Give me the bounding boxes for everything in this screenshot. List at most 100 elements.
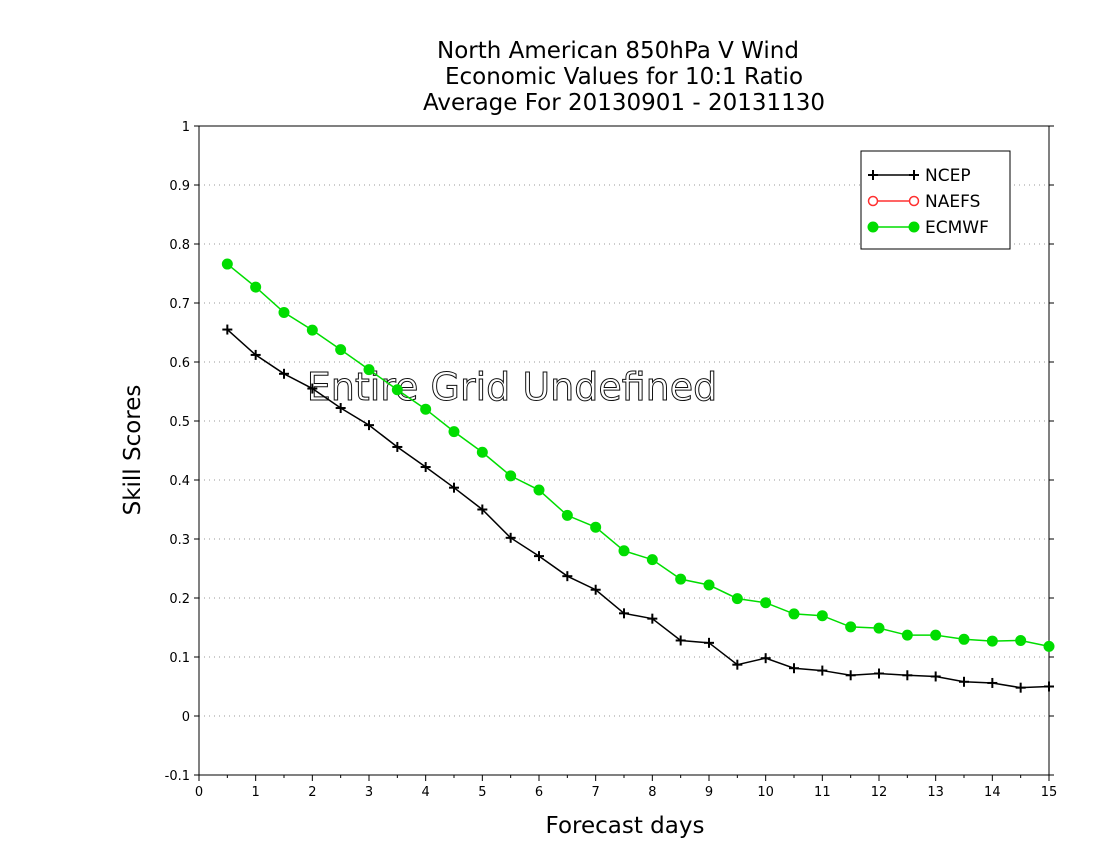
y-tick-label: 0.5 [169,415,190,430]
chart-title-line-3: Average For 20130901 - 20131130 [423,90,825,116]
data-point [505,532,516,543]
data-point [420,403,432,415]
data-point [986,635,998,647]
data-point [845,621,857,633]
legend: NCEP NAEFS ECMWF [860,150,1011,250]
legend-item-naefs: NAEFS [867,192,980,212]
data-point [306,324,318,336]
y-tick-label: 1 [182,120,190,135]
data-point [930,629,942,641]
legend-label: ECMWF [925,218,989,238]
data-point [760,653,771,664]
x-tick-label: 11 [814,785,831,800]
legend-marker [909,170,919,180]
legend-items: NCEP NAEFS ECMWF [867,166,989,238]
data-point [477,504,488,515]
data-point [534,551,544,562]
data-point [1044,681,1054,692]
data-point [391,384,403,396]
chart-title: North American 850hPa V Wind Economic Va… [423,38,825,116]
legend-marker [868,170,878,180]
x-tick-label: 8 [648,785,656,800]
x-tick-label: 5 [478,785,486,800]
chart-annotation: Entire Grid Undefined [307,365,718,409]
data-point [817,665,828,676]
y-tick-label: 0.4 [169,474,190,489]
y-tick-label: 0.8 [169,238,190,253]
data-point [363,364,375,376]
data-point [959,676,969,687]
x-tick-label: 9 [705,785,713,800]
data-point [505,470,517,482]
data-point [590,521,602,533]
y-tick-label: 0.1 [169,651,190,666]
x-tick-label: 13 [927,785,944,800]
series-line [226,263,1050,648]
data-point [1015,682,1026,693]
data-point [874,668,884,679]
x-axis-ticks: 0 1 2 3 4 5 6 7 8 9 10 11 12 13 14 15 [195,775,1057,800]
data-point [646,554,658,566]
series-ecmwf [221,258,1055,652]
legend-item-ncep: NCEP [868,166,971,186]
data-point [562,571,573,582]
data-point [618,545,630,557]
data-point [958,633,970,645]
y-tick-label: 0.6 [169,356,190,371]
data-point [279,368,289,379]
gridlines [199,184,1049,717]
legend-label: NAEFS [925,192,980,212]
chart-title-line-2: Economic Values for 10:1 Ratio [445,64,803,90]
data-point [221,258,233,270]
data-point [788,608,800,620]
data-point [222,324,233,335]
legend-label: NCEP [925,166,971,186]
data-point [420,462,431,473]
y-tick-label: 0.3 [169,533,190,548]
data-point [675,573,687,585]
x-tick-label: 1 [252,785,260,800]
chart-title-line-1: North American 850hPa V Wind [437,38,799,64]
x-axis-label: Forecast days [546,813,705,839]
data-point [732,659,743,670]
y-tick-label: 0.7 [169,297,190,312]
legend-marker [908,195,920,207]
x-tick-label: 6 [535,785,543,800]
series-ncep [222,324,1054,693]
data-point [335,344,347,356]
legend-marker [867,195,879,207]
legend-box [860,150,1011,250]
data-point [449,482,459,493]
data-point [675,635,686,646]
data-point [1043,640,1055,652]
data-point [901,629,913,641]
data-point [987,677,998,688]
data-point [816,610,828,622]
x-tick-label: 14 [984,785,1001,800]
data-point [845,670,856,681]
data-point [930,671,941,682]
data-point [760,597,772,609]
data-point [278,306,290,318]
data-point [335,403,346,414]
data-point [902,670,913,681]
series [221,258,1055,693]
data-point [647,613,658,624]
x-tick-label: 15 [1041,785,1058,800]
data-point [364,420,374,431]
y-tick-label: 0.9 [169,179,190,194]
data-point [1015,634,1027,646]
data-point [250,281,262,293]
data-point [590,584,601,595]
x-tick-label: 12 [871,785,888,800]
data-point [704,637,714,648]
x-tick-label: 3 [365,785,373,800]
y-tick-label: -0.1 [165,769,190,784]
x-tick-label: 7 [592,785,600,800]
data-point [307,383,318,394]
data-point [448,426,460,438]
legend-item-ecmwf: ECMWF [867,218,989,238]
x-tick-label: 4 [422,785,430,800]
data-point [561,509,573,521]
